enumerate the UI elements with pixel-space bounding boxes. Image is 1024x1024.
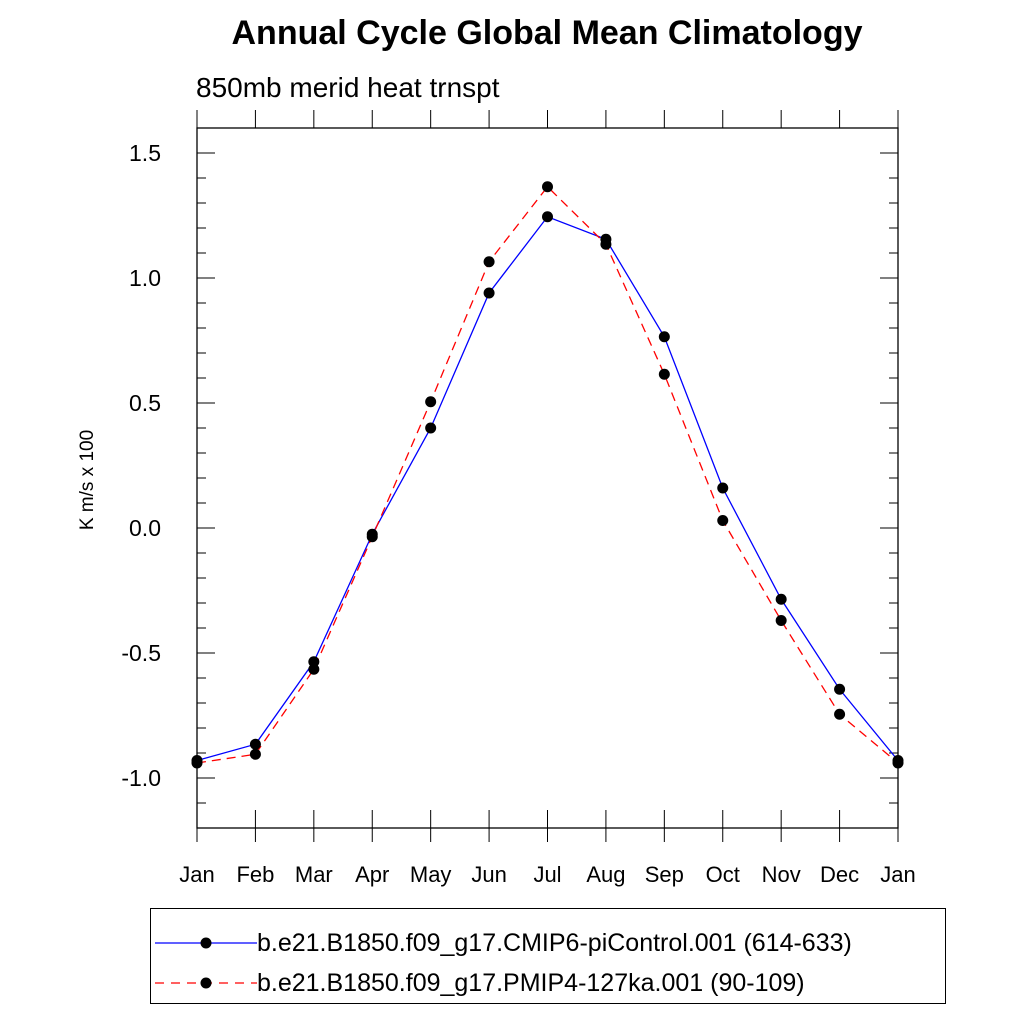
y-tick-label: 0.5 [129, 390, 161, 416]
data-point-series-1 [775, 615, 787, 626]
y-tick-label: -0.5 [121, 640, 161, 666]
plot-area: -1.0 -0.5 0.0 0.5 1.0 1.5 Jan Feb Mar Apr May Jun Ju… [121, 110, 916, 887]
legend-label-picontrol: b.e21.B1850.f09_g17.CMIP6-piControl.001 … [257, 929, 852, 957]
x-tick-label: Jan [880, 862, 915, 887]
x-tick-label: May [410, 862, 452, 887]
legend-swatch-picontrol [155, 937, 257, 949]
y-tick-label: 1.0 [129, 265, 161, 291]
data-point-series-1 [542, 181, 553, 193]
data-point-series-1 [425, 396, 437, 408]
data-point-series-0 [425, 422, 437, 434]
y-tick-label: 1.5 [129, 140, 161, 166]
x-tick-label: Oct [706, 862, 740, 887]
data-point-series-0 [775, 593, 787, 605]
legend: b.e21.B1850.f09_g17.CMIP6-piControl.001 … [150, 908, 946, 1004]
data-point-series-0 [542, 211, 553, 223]
x-tick-label: Sep [645, 862, 684, 887]
series-line-1 [196, 185, 899, 764]
data-point-series-1 [834, 708, 846, 720]
x-tick-label: Nov [762, 862, 801, 887]
x-tick-label: Jul [533, 862, 561, 887]
x-tick-label: Mar [295, 862, 333, 887]
legend-label-127ka: b.e21.B1850.f09_g17.PMIP4-127ka.001 (90-… [257, 969, 805, 997]
data-point-series-0 [834, 683, 846, 695]
x-tick-label: Jun [471, 862, 506, 887]
data-point-series-1 [658, 368, 670, 380]
legend-marker-127ka [200, 977, 212, 989]
legend-item-127ka: b.e21.B1850.f09_g17.PMIP4-127ka.001 (90-… [151, 963, 945, 1003]
data-point-series-1 [600, 238, 612, 250]
data-point-series-1 [366, 531, 378, 543]
x-tick-label: Aug [586, 862, 625, 887]
data-point-series-0 [717, 482, 729, 494]
data-point-series-1 [249, 748, 261, 760]
x-tick-label: Apr [355, 862, 389, 887]
plot-frame [196, 127, 899, 829]
legend-swatch-127ka [155, 977, 257, 989]
chart-subtitle: 850mb merid heat trnspt [196, 72, 500, 103]
data-point-series-0 [249, 738, 261, 750]
data-point-series-1 [308, 663, 320, 675]
legend-marker-picontrol [200, 937, 212, 949]
data-point-series-1 [191, 757, 203, 769]
x-tick-label: Jan [179, 862, 214, 887]
y-tick-label: 0.0 [129, 515, 161, 541]
legend-item-picontrol: b.e21.B1850.f09_g17.CMIP6-piControl.001 … [151, 923, 945, 963]
data-point-series-1 [717, 515, 729, 526]
data-point-series-0 [483, 287, 495, 299]
x-tick-label: Feb [236, 862, 274, 887]
data-point-series-0 [658, 331, 670, 343]
series-line-0 [196, 215, 899, 762]
data-point-series-1 [483, 256, 495, 268]
y-tick-label: -1.0 [121, 765, 161, 791]
chart-title: Annual Cycle Global Mean Climatology [231, 14, 863, 52]
data-point-series-1 [892, 757, 904, 769]
x-tick-label: Dec [820, 862, 859, 887]
